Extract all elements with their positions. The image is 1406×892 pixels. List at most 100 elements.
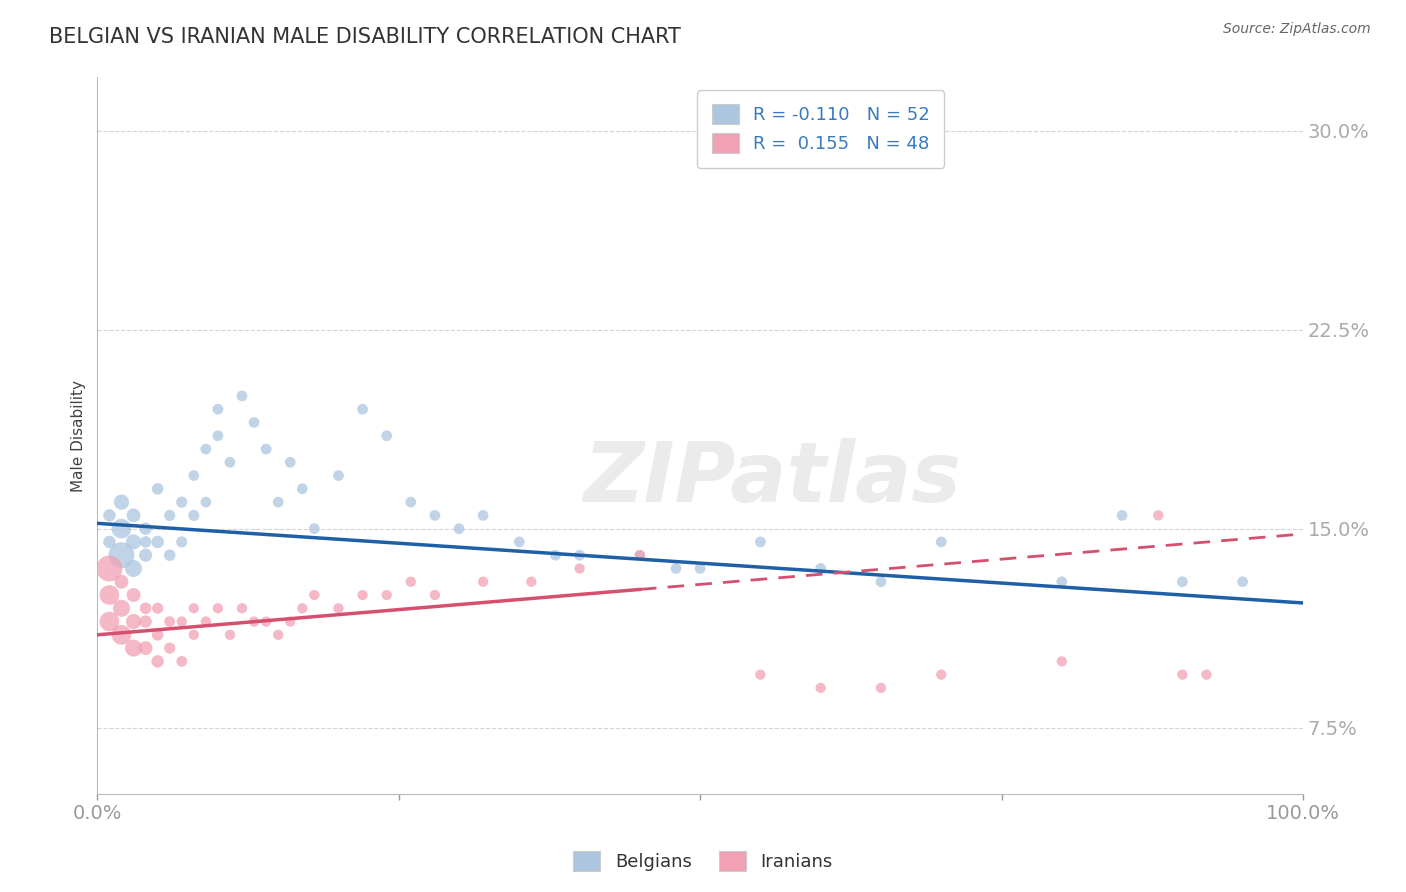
Legend: Belgians, Iranians: Belgians, Iranians — [567, 844, 839, 879]
Point — [1232, 574, 1254, 589]
Point — [219, 628, 242, 642]
Point — [352, 588, 374, 602]
Point — [159, 641, 181, 656]
Point — [544, 548, 567, 562]
Point — [110, 574, 132, 589]
Text: Source: ZipAtlas.com: Source: ZipAtlas.com — [1223, 22, 1371, 37]
Point — [399, 574, 422, 589]
Point — [304, 588, 326, 602]
Point — [146, 654, 169, 668]
Point — [146, 601, 169, 615]
Point — [219, 455, 242, 469]
Point — [254, 442, 277, 456]
Point — [183, 601, 205, 615]
Point — [194, 442, 217, 456]
Point — [423, 508, 446, 523]
Point — [423, 588, 446, 602]
Point — [328, 468, 350, 483]
Point — [278, 615, 301, 629]
Point — [254, 615, 277, 629]
Point — [568, 561, 591, 575]
Point — [110, 601, 132, 615]
Point — [122, 561, 145, 575]
Point — [110, 522, 132, 536]
Point — [689, 561, 711, 575]
Point — [665, 561, 688, 575]
Point — [399, 495, 422, 509]
Point — [98, 615, 121, 629]
Point — [98, 588, 121, 602]
Point — [472, 508, 495, 523]
Point — [146, 535, 169, 549]
Point — [472, 574, 495, 589]
Point — [1050, 574, 1073, 589]
Point — [291, 601, 314, 615]
Point — [98, 508, 121, 523]
Point — [929, 535, 952, 549]
Point — [375, 429, 398, 443]
Point — [170, 535, 193, 549]
Point — [135, 535, 157, 549]
Point — [135, 548, 157, 562]
Point — [278, 455, 301, 469]
Point — [122, 535, 145, 549]
Point — [447, 522, 470, 536]
Point — [328, 601, 350, 615]
Point — [110, 628, 132, 642]
Point — [1171, 574, 1194, 589]
Text: BELGIAN VS IRANIAN MALE DISABILITY CORRELATION CHART: BELGIAN VS IRANIAN MALE DISABILITY CORRE… — [49, 27, 681, 46]
Point — [291, 482, 314, 496]
Point — [135, 641, 157, 656]
Point — [98, 535, 121, 549]
Point — [194, 615, 217, 629]
Point — [159, 548, 181, 562]
Point — [183, 628, 205, 642]
Point — [122, 588, 145, 602]
Point — [749, 667, 772, 681]
Point — [170, 495, 193, 509]
Point — [135, 601, 157, 615]
Point — [267, 628, 290, 642]
Point — [170, 654, 193, 668]
Point — [243, 615, 266, 629]
Point — [122, 615, 145, 629]
Point — [110, 548, 132, 562]
Point — [110, 495, 132, 509]
Point — [183, 508, 205, 523]
Point — [870, 574, 893, 589]
Point — [929, 667, 952, 681]
Point — [1111, 508, 1133, 523]
Point — [749, 535, 772, 549]
Y-axis label: Male Disability: Male Disability — [72, 380, 86, 491]
Legend: R = -0.110   N = 52, R =  0.155   N = 48: R = -0.110 N = 52, R = 0.155 N = 48 — [697, 90, 945, 168]
Point — [375, 588, 398, 602]
Point — [520, 574, 543, 589]
Point — [98, 561, 121, 575]
Point — [267, 495, 290, 509]
Point — [122, 508, 145, 523]
Point — [135, 522, 157, 536]
Point — [628, 548, 651, 562]
Point — [1171, 667, 1194, 681]
Point — [352, 402, 374, 417]
Point — [568, 548, 591, 562]
Point — [207, 429, 229, 443]
Point — [231, 389, 253, 403]
Point — [159, 508, 181, 523]
Point — [122, 641, 145, 656]
Point — [810, 681, 832, 695]
Point — [183, 468, 205, 483]
Text: ZIPatlas: ZIPatlas — [583, 438, 962, 519]
Point — [304, 522, 326, 536]
Point — [1195, 667, 1218, 681]
Point — [243, 416, 266, 430]
Point — [207, 601, 229, 615]
Point — [194, 495, 217, 509]
Point — [1050, 654, 1073, 668]
Point — [231, 601, 253, 615]
Point — [810, 561, 832, 575]
Point — [159, 615, 181, 629]
Point — [146, 482, 169, 496]
Point — [135, 615, 157, 629]
Point — [628, 548, 651, 562]
